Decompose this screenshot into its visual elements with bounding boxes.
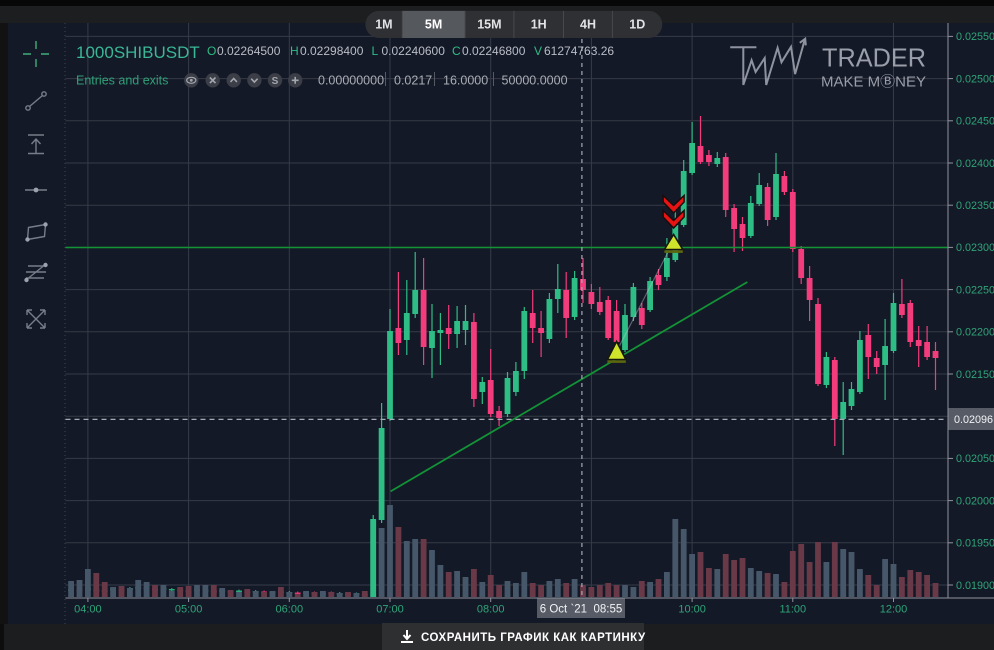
svg-text:S: S: [272, 76, 279, 87]
svg-text:0.02250: 0.02250: [956, 284, 994, 296]
svg-text:0.0217: 0.0217: [394, 74, 432, 88]
svg-text:0.02150: 0.02150: [956, 369, 994, 381]
svg-text:0.02200: 0.02200: [956, 327, 994, 339]
svg-text:MAKE MⒷNEY: MAKE MⒷNEY: [821, 74, 926, 91]
svg-text:0.00000000: 0.00000000: [318, 74, 384, 88]
svg-text:5M: 5M: [425, 18, 442, 32]
svg-text:6 Oct `21 08:55: 6 Oct `21 08:55: [540, 604, 622, 616]
svg-text:04:00: 04:00: [74, 604, 102, 616]
svg-text:0.02246800: 0.02246800: [462, 44, 526, 58]
svg-text:O: O: [207, 44, 216, 58]
svg-text:0.02096: 0.02096: [954, 414, 993, 426]
svg-text:0.02450: 0.02450: [956, 116, 994, 128]
svg-text:0.02240600: 0.02240600: [382, 44, 446, 58]
svg-text:61274763.26: 61274763.26: [544, 44, 614, 58]
svg-text:0.02300: 0.02300: [956, 242, 994, 254]
svg-text:0.02500: 0.02500: [956, 73, 994, 85]
svg-text:L: L: [372, 44, 379, 58]
svg-text:08:00: 08:00: [477, 604, 505, 616]
svg-text:15M: 15M: [477, 18, 501, 32]
svg-text:05:00: 05:00: [175, 604, 203, 616]
svg-text:0.02350: 0.02350: [956, 200, 994, 212]
svg-text:0.02298400: 0.02298400: [300, 44, 364, 58]
svg-text:10:00: 10:00: [678, 604, 706, 616]
svg-text:V: V: [534, 44, 542, 58]
svg-text:50000.0000: 50000.0000: [502, 74, 568, 88]
svg-text:H: H: [290, 44, 299, 58]
svg-text:11:00: 11:00: [779, 604, 806, 616]
svg-text:1000SHIBUSDT: 1000SHIBUSDT: [76, 43, 200, 62]
svg-text:0.02264500: 0.02264500: [217, 44, 281, 58]
svg-text:0.01950: 0.01950: [956, 538, 994, 550]
svg-text:0.02550: 0.02550: [956, 31, 994, 43]
svg-text:06:00: 06:00: [276, 604, 304, 616]
svg-text:C: C: [452, 44, 461, 58]
svg-text:1D: 1D: [629, 18, 645, 32]
svg-text:0.02400: 0.02400: [956, 158, 994, 170]
svg-text:07:00: 07:00: [376, 604, 404, 616]
svg-text:1M: 1M: [375, 18, 392, 32]
svg-text:СОХРАНИТЬ ГРАФИК КАК КАРТИНКУ: СОХРАНИТЬ ГРАФИК КАК КАРТИНКУ: [421, 632, 646, 644]
svg-text:4H: 4H: [580, 18, 596, 32]
svg-text:12:00: 12:00: [880, 604, 908, 616]
svg-text:0.02000: 0.02000: [956, 495, 994, 507]
svg-text:0.02050: 0.02050: [956, 453, 994, 465]
svg-text:Entries and exits: Entries and exits: [76, 74, 168, 88]
svg-text:TRADER: TRADER: [822, 43, 926, 73]
svg-text:16.0000: 16.0000: [443, 74, 488, 88]
svg-text:0.01900: 0.01900: [956, 580, 994, 592]
svg-text:1H: 1H: [531, 18, 547, 32]
